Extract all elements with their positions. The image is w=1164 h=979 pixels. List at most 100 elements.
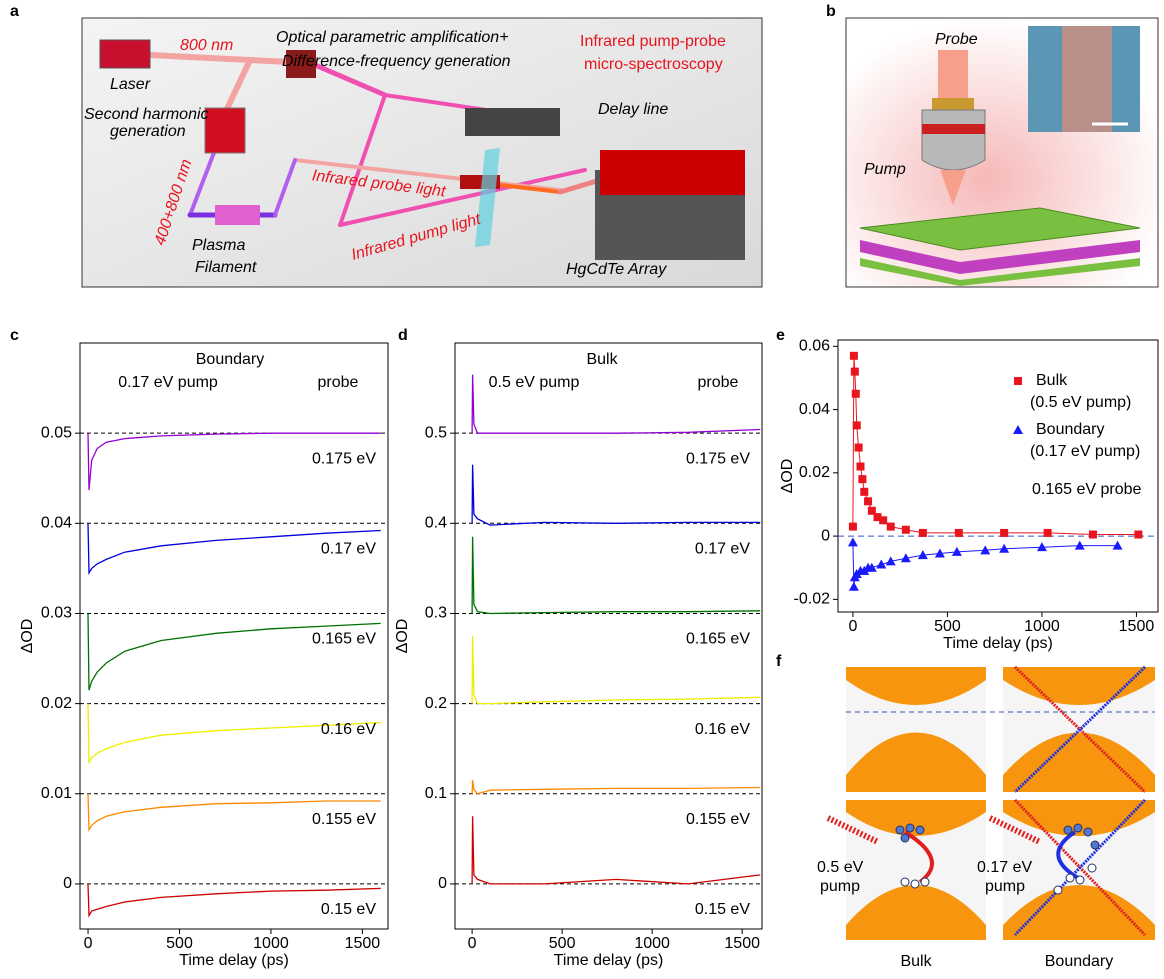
plot-frame <box>454 342 763 930</box>
panel-label: b <box>826 3 836 20</box>
plot-frame <box>837 339 1159 613</box>
label: Laser <box>110 76 151 93</box>
plasma-filament <box>215 205 260 225</box>
shg <box>204 107 246 154</box>
data-point <box>934 548 945 558</box>
label: Pump <box>864 161 906 178</box>
label: Probe <box>935 31 978 48</box>
label: 0.17 eV <box>977 859 1032 876</box>
band-diagram: 0.5 eV pump 0.17 eV pump Bulk Boundary <box>817 665 1155 970</box>
annotation: 0.165 eV probe <box>1032 481 1142 498</box>
series-label: 0.175 eV <box>686 450 750 467</box>
layer <box>859 207 1141 251</box>
opa <box>286 50 316 78</box>
inset-flake <box>1062 26 1112 132</box>
edge-state <box>1013 665 1147 794</box>
series-label: 0.175 eV <box>312 450 376 467</box>
objective <box>921 109 986 171</box>
panel-label: f <box>776 653 782 670</box>
valence-band <box>846 732 986 792</box>
title: Boundary <box>196 351 265 368</box>
y-tick-label: 0.02 <box>41 695 72 712</box>
annotation: probe <box>318 374 359 391</box>
layer <box>860 258 1140 286</box>
data-point <box>951 546 962 556</box>
layer <box>860 240 1140 274</box>
data-point <box>851 389 860 398</box>
conduction-band <box>846 800 986 836</box>
series-label: 0.15 eV <box>695 901 750 918</box>
trace <box>87 432 381 491</box>
label: Infrared pump-probe <box>580 33 726 50</box>
x-axis-label: Time delay (ps) <box>179 952 289 969</box>
holes <box>900 863 1097 895</box>
data-point <box>860 487 869 496</box>
y-tick-label: 0 <box>438 875 447 892</box>
window <box>475 148 500 247</box>
data-point <box>867 506 876 515</box>
legend-label: Boundary <box>1036 421 1105 438</box>
x-tick-label: 500 <box>166 935 193 952</box>
data-point <box>854 443 863 452</box>
trace <box>87 883 381 918</box>
legend-label: (0.17 eV pump) <box>1030 443 1140 460</box>
data-point <box>879 516 888 525</box>
data-point <box>1043 528 1052 537</box>
data-point <box>1036 542 1047 552</box>
y-tick-label: 0.4 <box>425 515 447 532</box>
x-axis-label: Time delay (ps) <box>943 635 1053 652</box>
data-point <box>852 421 861 430</box>
label: Second harmonic <box>84 106 209 123</box>
data-point <box>999 543 1010 553</box>
pump-photon <box>826 815 880 845</box>
y-axis-label: ΔOD <box>19 619 36 654</box>
x-tick-label: 500 <box>934 618 961 635</box>
x-tick-label: 1000 <box>1024 618 1060 635</box>
y-tick-label: 0.3 <box>425 605 447 622</box>
y-tick-label: 0.5 <box>425 424 447 441</box>
y-tick-label: 0.04 <box>41 515 72 532</box>
data-point <box>980 545 991 555</box>
y-tick-label: 0.01 <box>41 785 72 802</box>
series-label: 0.155 eV <box>686 811 750 828</box>
label: pump <box>820 878 860 895</box>
x-tick-label: 1000 <box>253 935 289 952</box>
x-tick-label: 1500 <box>724 935 760 952</box>
edge-state <box>1013 798 1147 937</box>
data-point <box>900 553 911 563</box>
legend-marker <box>1013 425 1023 434</box>
data-point <box>876 559 887 569</box>
y-axis-label: ΔOD <box>394 619 411 654</box>
label: Delay line <box>598 101 668 118</box>
x-tick-label: 1000 <box>634 935 670 952</box>
series-label: 0.165 eV <box>686 631 750 648</box>
panel-label: d <box>398 327 408 344</box>
data-point <box>918 528 927 537</box>
label: Bulk <box>900 953 932 970</box>
y-tick-label: 0.06 <box>799 338 830 355</box>
y-tick-label: 0.03 <box>41 605 72 622</box>
legend-label: Bulk <box>1036 372 1068 389</box>
series-label: 0.15 eV <box>321 901 376 918</box>
label: Filament <box>195 259 257 276</box>
data-point <box>858 475 867 484</box>
panel-label: a <box>10 3 19 20</box>
series-label: 0.17 eV <box>321 541 376 558</box>
focus-cone <box>940 170 966 205</box>
data-point <box>848 581 859 591</box>
label: Boundary <box>1045 953 1114 970</box>
data-point <box>1000 528 1009 537</box>
label: 800 nm <box>180 37 233 54</box>
data-point <box>848 522 857 531</box>
detector-top <box>600 150 745 195</box>
excitation-arrow <box>1056 830 1080 880</box>
y-axis-label: ΔOD <box>779 459 796 494</box>
pump-photon <box>988 815 1042 845</box>
x-tick-label: 500 <box>549 935 576 952</box>
probe-beam <box>938 50 968 100</box>
y-tick-label: 0 <box>63 875 72 892</box>
legend-marker <box>1014 377 1022 385</box>
series-label: 0.17 eV <box>695 541 750 558</box>
microscope-diagram: Probe Pump <box>845 17 1159 288</box>
label: Plasma <box>192 237 245 254</box>
